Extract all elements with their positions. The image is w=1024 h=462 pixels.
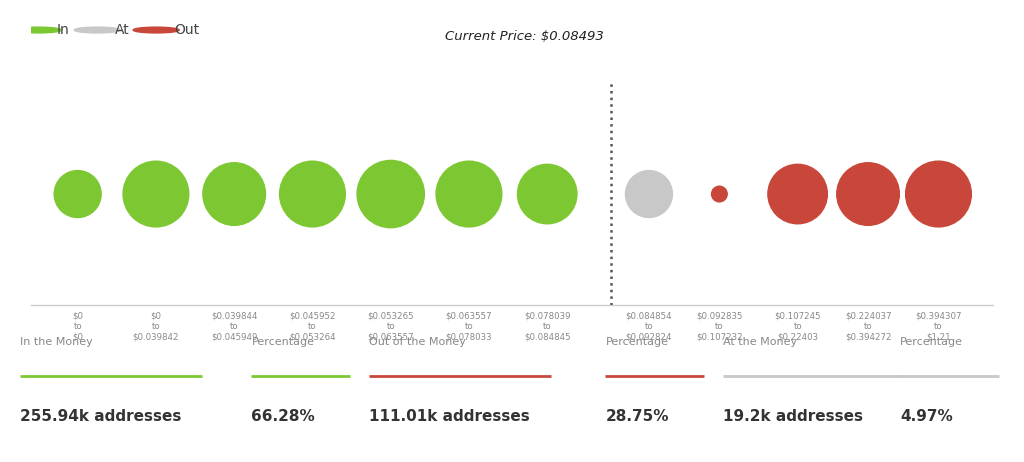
Text: Percentage: Percentage xyxy=(252,337,314,347)
Text: Percentage: Percentage xyxy=(900,337,964,347)
Circle shape xyxy=(54,170,101,218)
Circle shape xyxy=(280,161,345,227)
Circle shape xyxy=(133,27,179,33)
Text: 28.75%: 28.75% xyxy=(605,409,669,424)
Text: 4.97%: 4.97% xyxy=(900,409,953,424)
Text: At: At xyxy=(115,23,130,37)
Circle shape xyxy=(712,186,727,202)
Circle shape xyxy=(905,161,972,227)
Circle shape xyxy=(123,161,188,227)
Text: Out of the Money: Out of the Money xyxy=(370,337,466,347)
Text: In: In xyxy=(56,23,69,37)
Circle shape xyxy=(768,164,827,224)
Circle shape xyxy=(626,170,673,218)
Text: 19.2k addresses: 19.2k addresses xyxy=(723,409,863,424)
Circle shape xyxy=(15,27,61,33)
Circle shape xyxy=(357,160,424,228)
Text: 66.28%: 66.28% xyxy=(252,409,315,424)
Circle shape xyxy=(837,163,899,225)
Circle shape xyxy=(517,164,577,224)
Text: Out: Out xyxy=(174,23,200,37)
Text: At the Money: At the Money xyxy=(723,337,798,347)
Circle shape xyxy=(436,161,502,227)
Text: In the Money: In the Money xyxy=(20,337,93,347)
Text: Current Price: $0.08493: Current Price: $0.08493 xyxy=(444,30,603,43)
Circle shape xyxy=(203,163,265,225)
Text: Percentage: Percentage xyxy=(605,337,669,347)
Circle shape xyxy=(75,27,121,33)
Text: 111.01k addresses: 111.01k addresses xyxy=(370,409,530,424)
Text: 255.94k addresses: 255.94k addresses xyxy=(20,409,182,424)
